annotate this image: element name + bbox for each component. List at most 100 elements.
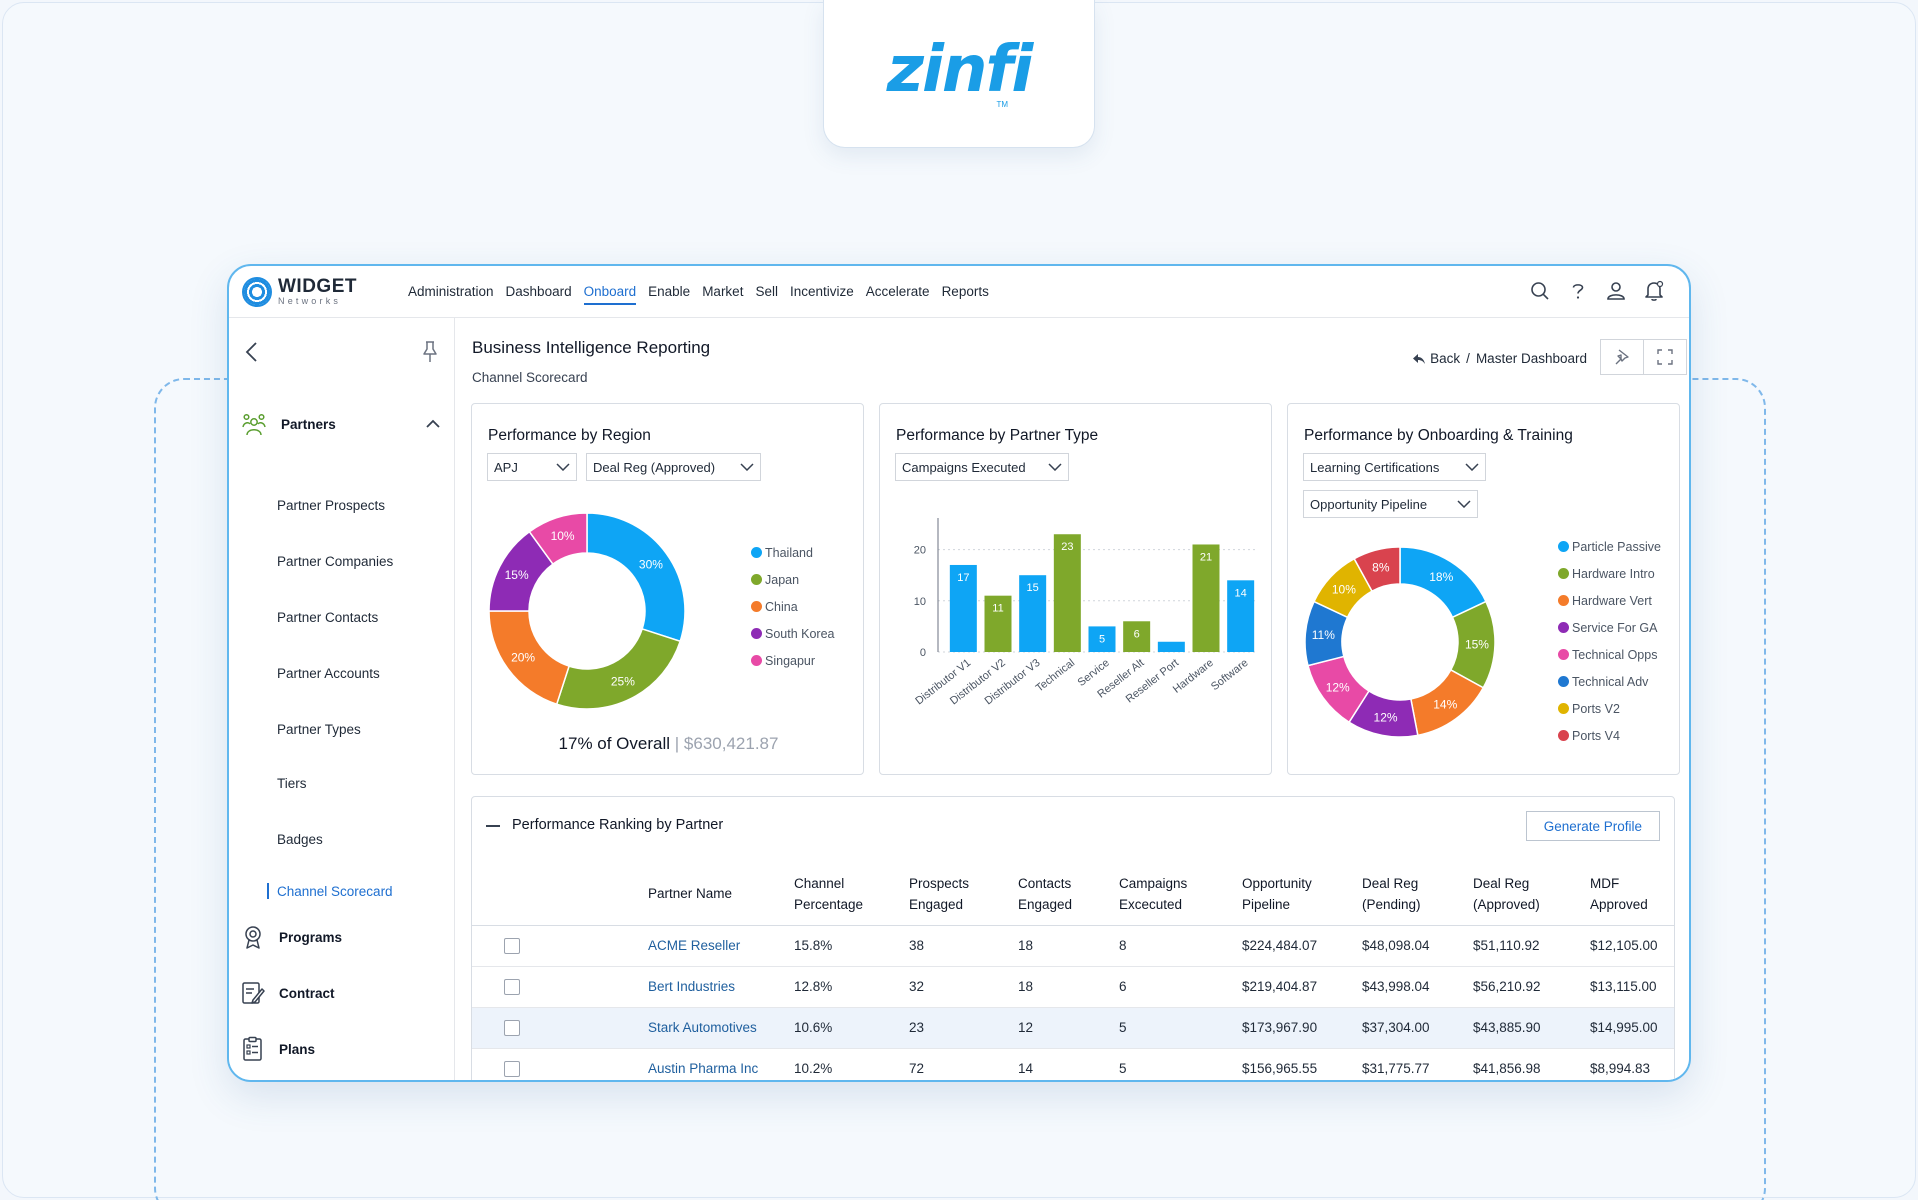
sidebar-item-partner-companies[interactable]: Partner Companies — [277, 554, 394, 569]
bell-icon[interactable] — [1643, 278, 1665, 304]
sidebar-item-badges[interactable]: Badges — [277, 832, 323, 847]
partner-name-link[interactable]: ACME Reseller — [648, 938, 741, 953]
column-header[interactable]: Deal Reg (Approved) — [1473, 876, 1540, 912]
row-checkbox[interactable] — [504, 979, 520, 995]
row-checkbox[interactable] — [504, 1061, 520, 1077]
bar-hardware[interactable] — [1192, 544, 1220, 652]
chevron-up-icon[interactable] — [425, 416, 441, 432]
certification-select[interactable]: Learning Certifications — [1303, 453, 1486, 481]
legend-item[interactable]: Particle Passive — [1558, 533, 1661, 560]
sidebar-item-partner-prospects[interactable]: Partner Prospects — [277, 498, 386, 513]
sidebar-item-tiers[interactable]: Tiers — [277, 776, 307, 791]
bar-value-label: 6 — [1134, 628, 1140, 640]
sidebar-group-programs[interactable]: Programs — [241, 924, 342, 950]
legend-item[interactable]: Service For GA — [1558, 614, 1661, 641]
sidebar-item-partner-accounts[interactable]: Partner Accounts — [277, 666, 380, 681]
metric-select[interactable]: Campaigns Executed — [895, 453, 1069, 481]
nav-dashboard[interactable]: Dashboard — [505, 283, 572, 299]
column-header[interactable]: MDF Approved — [1590, 876, 1648, 912]
table-row[interactable]: Stark Automotives 10.6% 23 12 5 $173,967.90 $3… — [472, 1008, 1674, 1049]
breadcrumb-current[interactable]: Master Dashboard — [1475, 351, 1587, 366]
legend-item[interactable]: Thailand — [751, 539, 835, 566]
nav-enable[interactable]: Enable — [648, 283, 691, 299]
partner-name-link[interactable]: Bert Industries — [648, 979, 736, 994]
bar-distributor-v1[interactable] — [949, 564, 977, 652]
pin-icon — [1615, 349, 1629, 365]
table-cell: $8,994.83 — [1590, 1061, 1651, 1076]
nav-accelerate[interactable]: Accelerate — [865, 283, 930, 299]
bar-distributor-v2[interactable] — [984, 595, 1012, 652]
pin-button[interactable] — [1600, 339, 1644, 375]
column-header[interactable]: Deal Reg (Pending) — [1362, 876, 1421, 912]
nav-sell[interactable]: Sell — [755, 283, 778, 299]
row-checkbox[interactable] — [504, 1020, 520, 1036]
bar-reseller-alt[interactable] — [1123, 621, 1151, 652]
legend-item[interactable]: Hardware Intro — [1558, 560, 1661, 587]
table-cell: $12,105.00 — [1590, 938, 1658, 953]
column-header[interactable]: Contacts Engaged — [1018, 876, 1073, 912]
collapse-icon[interactable] — [486, 825, 500, 827]
nav-incentivize[interactable]: Incentivize — [789, 283, 854, 299]
legend-label: Technical Adv — [1572, 674, 1649, 689]
donut-slice-ports-v4[interactable] — [1353, 546, 1401, 593]
bar-software[interactable] — [1227, 580, 1255, 652]
row-checkbox[interactable] — [504, 938, 520, 954]
table-cell: $31,775.77 — [1362, 1061, 1430, 1076]
legend-item[interactable]: Singapur — [751, 647, 835, 674]
sidebar-item-partner-types[interactable]: Partner Types — [277, 722, 361, 737]
sidebar-group-contract[interactable]: Contract — [241, 980, 335, 1006]
table-row[interactable]: Bert Industries 12.8% 32 18 6 $219,404.87 $43,… — [472, 967, 1674, 1008]
nav-administration[interactable]: Administration — [408, 283, 494, 299]
metric-select[interactable]: Deal Reg (Approved) — [586, 453, 761, 481]
sidebar-group-label: Plans — [279, 1041, 316, 1057]
search-icon[interactable] — [1529, 278, 1551, 304]
legend-item[interactable]: South Korea — [751, 620, 835, 647]
sidebar-item-channel-scorecard[interactable]: Channel Scorecard — [277, 884, 393, 899]
donut-slice-thailand[interactable] — [586, 512, 686, 643]
legend-label: Service For GA — [1572, 620, 1658, 635]
column-header[interactable]: Campaigns Excecuted — [1119, 876, 1188, 912]
partner-name-link[interactable]: Austin Pharma Inc — [648, 1061, 759, 1076]
chevron-down-icon — [740, 463, 754, 471]
donut-slice-singapur[interactable] — [528, 512, 588, 566]
sidebar-group-plans[interactable]: Plans — [241, 1036, 315, 1062]
legend-item[interactable]: Technical Adv — [1558, 668, 1661, 695]
column-header[interactable]: Partner Name — [648, 886, 733, 901]
back-link[interactable]: Back — [1412, 351, 1460, 366]
bar-distributor-v3[interactable] — [1019, 575, 1047, 652]
legend-item[interactable]: Japan — [751, 566, 835, 593]
table-row[interactable]: ACME Reseller 15.8% 38 18 8 $224,484.07 $48,09… — [472, 926, 1674, 967]
legend-item[interactable]: Ports V4 — [1558, 722, 1661, 749]
back-arrow-icon[interactable] — [243, 340, 261, 364]
donut-slice-japan[interactable] — [555, 627, 682, 710]
brand[interactable]: WIDGET Networks — [242, 276, 380, 307]
table-row[interactable]: Austin Pharma Inc 10.2% 72 14 5 $156,965.55 $3… — [472, 1049, 1674, 1080]
legend-swatch — [751, 574, 762, 585]
sidebar-group-partners[interactable]: Partners — [241, 411, 336, 437]
bar-reseller-port[interactable] — [1157, 641, 1185, 652]
nav-onboard[interactable]: Onboard — [578, 266, 643, 318]
table-cell: 12.8% — [794, 979, 833, 994]
bar-service[interactable] — [1088, 626, 1116, 652]
fullscreen-button[interactable] — [1643, 339, 1687, 375]
donut-label: 12% — [1374, 711, 1398, 725]
help-icon[interactable] — [1567, 278, 1589, 304]
column-header[interactable]: Channel Percentage — [794, 876, 864, 912]
column-header[interactable]: Opportunity Pipeline — [1242, 876, 1312, 912]
bar-technical[interactable] — [1053, 534, 1081, 652]
nav-reports[interactable]: Reports — [941, 283, 989, 299]
legend-item[interactable]: China — [751, 593, 835, 620]
column-header[interactable]: Prospects Engaged — [909, 876, 970, 912]
legend-item[interactable]: Ports V2 — [1558, 695, 1661, 722]
sidebar-item-partner-contacts[interactable]: Partner Contacts — [277, 610, 379, 625]
metric-select[interactable]: Opportunity Pipeline — [1303, 490, 1478, 518]
nav-market[interactable]: Market — [702, 283, 744, 299]
user-icon[interactable] — [1605, 278, 1627, 304]
card-title: Performance by Region — [488, 427, 651, 444]
generate-profile-button[interactable]: Generate Profile — [1525, 811, 1660, 841]
region-select[interactable]: APJ — [487, 453, 577, 481]
pin-icon[interactable] — [421, 340, 439, 364]
legend-item[interactable]: Technical Opps — [1558, 641, 1661, 668]
legend-item[interactable]: Hardware Vert — [1558, 587, 1661, 614]
partner-name-link[interactable]: Stark Automotives — [648, 1020, 757, 1035]
